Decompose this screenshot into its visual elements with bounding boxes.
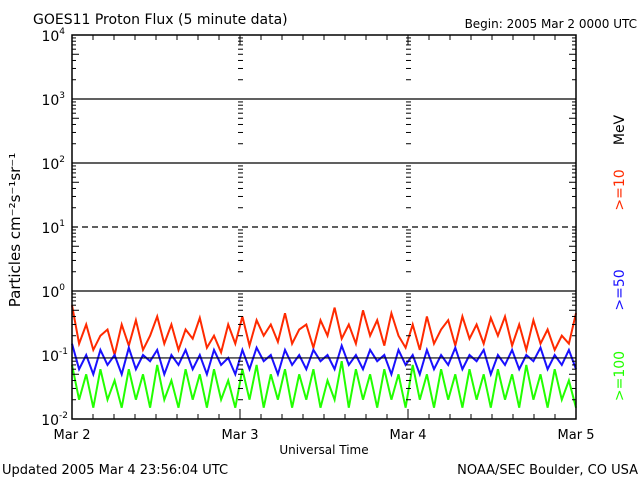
series-line-1 (71, 342, 577, 378)
chart-title: GOES11 Proton Flux (5 minute data) (33, 12, 288, 28)
footer-updated: Updated 2005 Mar 4 23:56:04 UTC (2, 463, 228, 478)
y-tick-label: 104 (41, 27, 65, 45)
y-tick-label: 10-2 (41, 411, 68, 429)
x-tick-label: Mar 3 (222, 428, 259, 443)
y-tick-label: 102 (41, 155, 65, 173)
y-tick-label: 100 (41, 283, 65, 301)
series-line-0 (71, 305, 577, 356)
x-tick-label: Mar 5 (558, 428, 595, 443)
begin-label: Begin: 2005 Mar 2 0000 UTC (465, 17, 637, 31)
x-axis-label: Universal Time (279, 443, 368, 457)
y-tick-label: 101 (41, 219, 65, 237)
legend-units: MeV (612, 114, 628, 145)
x-tick-label: Mar 2 (54, 428, 91, 443)
x-tick-label: Mar 4 (390, 428, 427, 443)
series-line-2 (71, 361, 577, 408)
y-axis-label: Particles cm⁻²s⁻¹sr⁻¹ (6, 153, 24, 307)
y-tick-label: 103 (41, 91, 65, 109)
legend-series-0: >=10 (612, 169, 628, 210)
footer-source: NOAA/SEC Boulder, CO USA (457, 463, 638, 478)
legend-series-1: >=50 (612, 269, 628, 310)
y-tick-label: 10-1 (41, 347, 68, 365)
legend-series-2: >=100 (612, 351, 628, 401)
